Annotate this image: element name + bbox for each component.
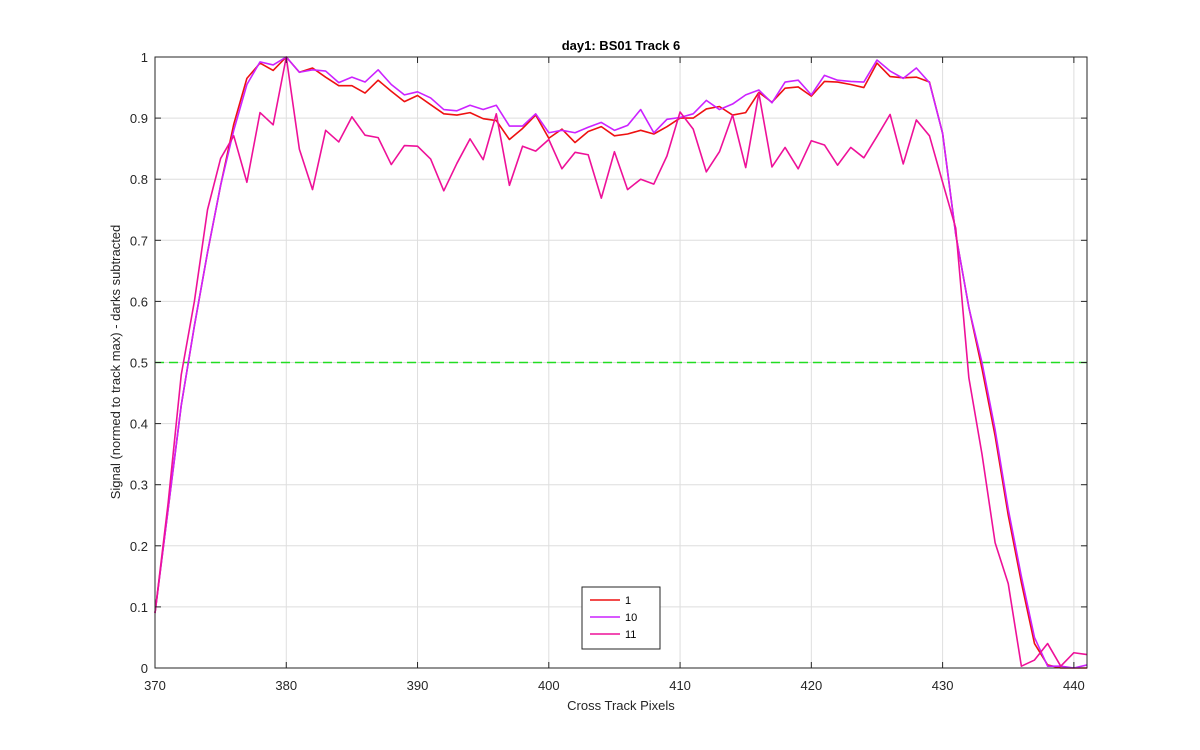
y-tick-label: 0.6 (130, 294, 148, 309)
y-tick-label: 1 (141, 50, 148, 65)
legend-box (581, 586, 661, 650)
y-tick-label: 0.5 (130, 356, 148, 371)
chart-title: day1: BS01 Track 6 (562, 38, 681, 53)
y-tick-label: 0.7 (130, 233, 148, 248)
y-tick-label: 0.8 (130, 172, 148, 187)
x-tick-label: 420 (800, 678, 822, 693)
x-tick-label: 380 (275, 678, 297, 693)
series-line-10 (154, 56, 1088, 669)
x-tick-label: 390 (407, 678, 429, 693)
x-tick-label: 440 (1063, 678, 1085, 693)
y-axis-label: Signal (normed to track max) - darks sub… (108, 225, 123, 500)
x-tick-label: 400 (538, 678, 560, 693)
x-tick-label: 430 (932, 678, 954, 693)
legend-label: 1 (625, 595, 631, 607)
x-tick-label: 370 (144, 678, 166, 693)
x-axis-label: Cross Track Pixels (567, 698, 675, 713)
x-tick-label: 410 (669, 678, 691, 693)
legend-label: 11 (625, 629, 636, 641)
y-tick-label: 0.1 (130, 600, 148, 615)
series-line-11 (154, 56, 1088, 667)
legend: 1 10 11 (581, 586, 661, 650)
y-tick-label: 0.4 (130, 417, 148, 432)
legend-label: 10 (625, 612, 637, 624)
series-group (154, 56, 1088, 669)
y-tick-label: 0.2 (130, 539, 148, 554)
y-tick-label: 0.9 (130, 111, 148, 126)
axis-ticks: 370 380 390 400 410 420 430 440 0 0.1 0.2 0.3 0.4 0.5… (130, 50, 1087, 693)
y-tick-label: 0.3 (130, 478, 148, 493)
y-tick-label: 0 (141, 661, 148, 676)
